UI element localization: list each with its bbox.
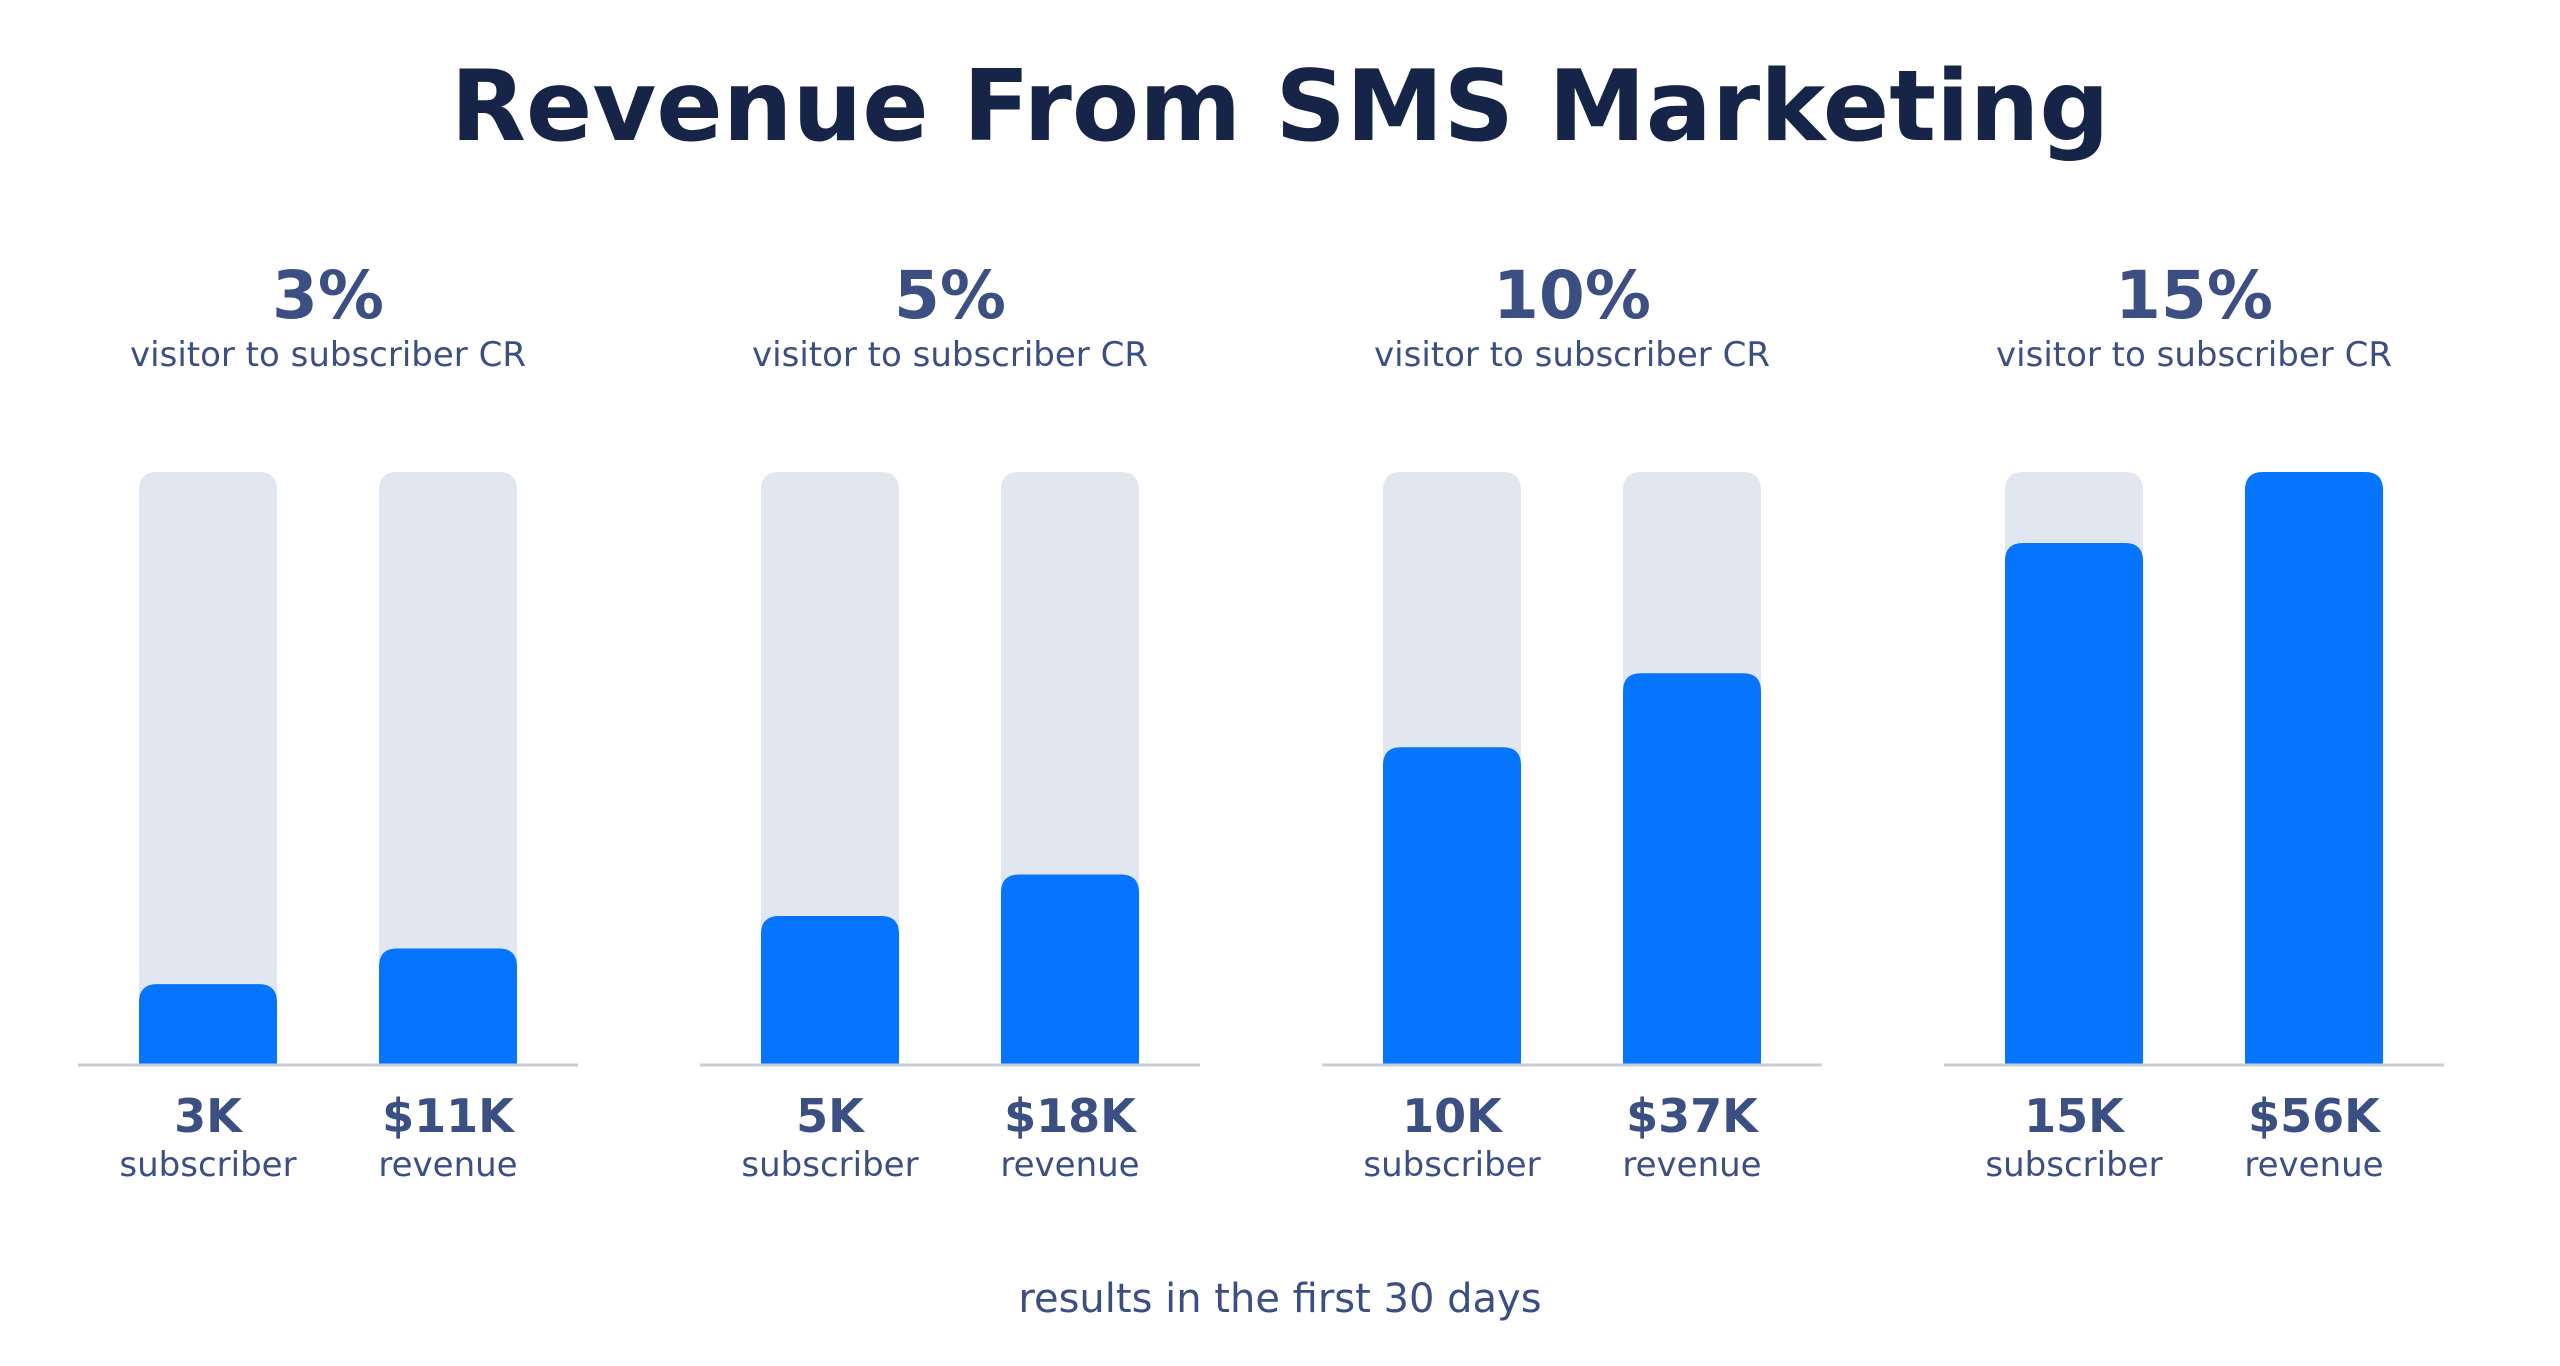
bar-value-label: $37K	[1626, 1089, 1760, 1143]
bar-subscriber	[1383, 747, 1521, 1064]
bar-metric-label: revenue	[1622, 1145, 1761, 1185]
conversion-rate: 3%	[272, 257, 384, 334]
bar-track-subscriber	[139, 472, 277, 1064]
conversion-rate-label: visitor to subscriber CR	[130, 335, 526, 375]
bar-revenue	[1001, 874, 1139, 1064]
bar-subscriber	[2005, 543, 2143, 1064]
chart-groups: 3%visitor to subscriber CR3Ksubscriber$1…	[78, 257, 2444, 1185]
bar-track-revenue	[379, 472, 517, 1064]
conversion-rate: 5%	[894, 257, 1006, 334]
bar-metric-label: subscriber	[1363, 1145, 1540, 1185]
bar-value-label: 15K	[2024, 1089, 2126, 1143]
bar-metric-label: revenue	[2244, 1145, 2383, 1185]
conversion-rate-label: visitor to subscriber CR	[1374, 335, 1770, 375]
bar-value-label: $56K	[2248, 1089, 2382, 1143]
bar-value-label: $11K	[382, 1089, 516, 1143]
bar-subscriber	[139, 984, 277, 1064]
chart-footer: results in the first 30 days	[1018, 1276, 1541, 1322]
bar-subscriber	[761, 916, 899, 1064]
bar-value-label: $18K	[1004, 1089, 1138, 1143]
conversion-rate: 15%	[2115, 257, 2273, 334]
bar-value-label: 5K	[796, 1089, 866, 1143]
bar-metric-label: subscriber	[119, 1145, 296, 1185]
bar-metric-label: subscriber	[741, 1145, 918, 1185]
group-3: 10%visitor to subscriber CR 10Ksubscriber…	[1322, 257, 1822, 1185]
group-4: 15%visitor to subscriber CR 15Ksubscriber…	[1944, 257, 2444, 1185]
conversion-rate: 10%	[1493, 257, 1651, 334]
chart-title: Revenue From SMS Marketing	[450, 50, 2109, 164]
bar-metric-label: revenue	[1000, 1145, 1139, 1185]
bar-revenue	[1623, 673, 1761, 1064]
bar-revenue	[379, 948, 517, 1064]
bar-revenue	[2245, 472, 2383, 1064]
bar-value-label: 10K	[1402, 1089, 1504, 1143]
bar-value-label: 3K	[174, 1089, 244, 1143]
conversion-rate-label: visitor to subscriber CR	[1996, 335, 2392, 375]
bar-metric-label: revenue	[378, 1145, 517, 1185]
bar-metric-label: subscriber	[1985, 1145, 2162, 1185]
conversion-rate-label: visitor to subscriber CR	[752, 335, 1148, 375]
